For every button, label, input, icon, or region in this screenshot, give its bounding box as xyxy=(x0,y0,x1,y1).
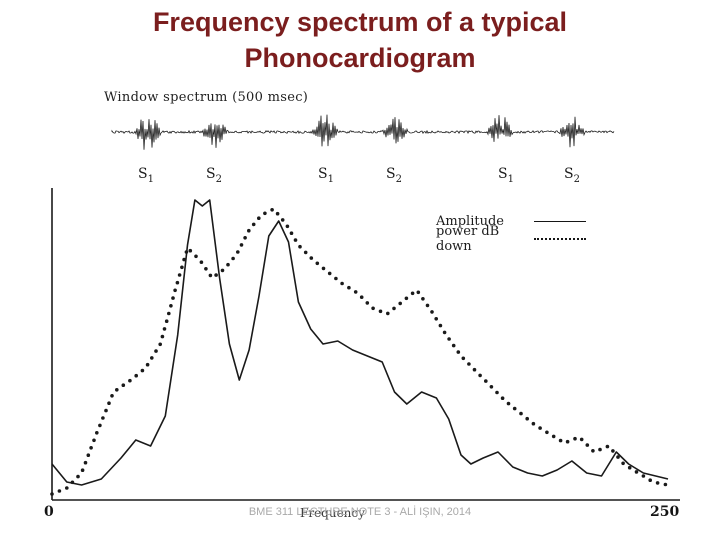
slide-title-line1: Frequency spectrum of a typical xyxy=(152,7,568,37)
legend-power-label: power dB down xyxy=(436,224,500,254)
legend-amplitude-label: Amplitude xyxy=(436,213,504,229)
plot-legend: Amplitude power dB down xyxy=(436,212,586,254)
s2-label: S2 xyxy=(386,166,402,185)
window-spectrum-caption: Window spectrum (500 msec) xyxy=(104,90,309,105)
s1-label: S1 xyxy=(138,166,154,185)
s2-label: S2 xyxy=(206,166,222,185)
s1-label: S1 xyxy=(318,166,334,185)
slide-title-line2: Phonocardiogram xyxy=(244,43,476,73)
lecture-footer: BME 311 LECTURE NOTE 3 - ALİ IŞIN, 2014 xyxy=(248,506,472,518)
dotted-line-swatch xyxy=(534,238,586,240)
phonocardiogram-trace xyxy=(111,114,615,150)
legend-amplitude: Amplitude xyxy=(436,212,586,230)
solid-line-swatch xyxy=(534,220,586,222)
spectrum-plot xyxy=(50,188,680,501)
s2-label: S2 xyxy=(564,166,580,185)
legend-power: power dB down xyxy=(436,224,586,254)
heart-sound-labels: S1 S2 S1 S2 S1 S2 xyxy=(0,166,720,188)
slide-title: Frequency spectrum of a typical Phonocar… xyxy=(0,4,720,76)
x-tick-0: 0 xyxy=(44,504,54,520)
figure-scan: Window spectrum (500 msec) S1 S2 S1 S2 S… xyxy=(0,84,720,524)
s1-label: S1 xyxy=(498,166,514,185)
x-axis-title: Frequency xyxy=(300,506,365,520)
x-tick-250: 250 xyxy=(650,504,680,520)
